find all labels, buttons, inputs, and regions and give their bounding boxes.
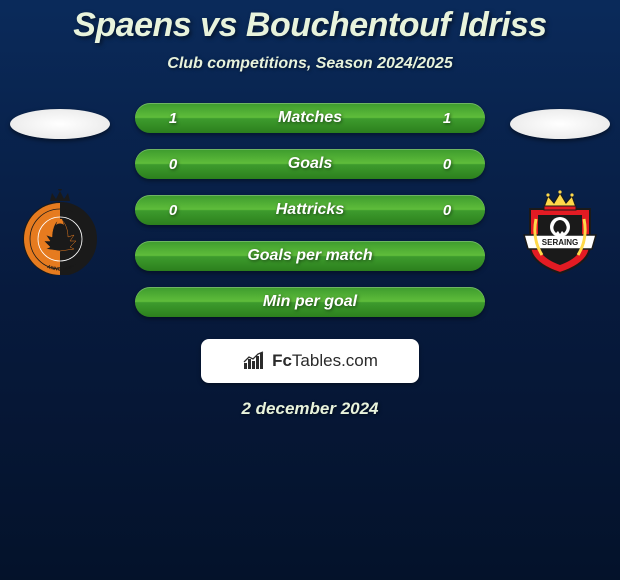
deinze-badge-icon: ANNO 1926 <box>10 189 110 275</box>
stat-row-matches: 1 Matches 1 <box>135 103 485 133</box>
svg-text:SERAING: SERAING <box>542 238 578 247</box>
left-club-badge: ANNO 1926 <box>10 189 110 275</box>
brand-logo: FcTables.com <box>242 351 378 371</box>
stat-left-value: 0 <box>153 156 193 173</box>
left-player-column: ANNO 1926 <box>0 103 120 275</box>
stat-right-value: 0 <box>427 202 467 219</box>
date-line: 2 december 2024 <box>0 399 620 419</box>
brand-prefix: Fc <box>272 351 292 370</box>
stat-label: Goals <box>193 155 427 173</box>
stat-label: Matches <box>193 109 427 127</box>
left-player-photo-placeholder <box>10 109 110 139</box>
brand-box[interactable]: FcTables.com <box>201 339 419 383</box>
stat-label: Hattricks <box>193 201 427 219</box>
stat-right-value: 1 <box>427 110 467 127</box>
stats-table: 1 Matches 1 0 Goals 0 0 Hattricks 0 Goal… <box>135 103 485 317</box>
stat-row-min-per-goal: Min per goal <box>135 287 485 317</box>
page-subtitle: Club competitions, Season 2024/2025 <box>0 55 620 73</box>
stat-row-goals-per-match: Goals per match <box>135 241 485 271</box>
stat-label: Min per goal <box>193 293 427 311</box>
brand-suffix: Tables.com <box>292 351 378 370</box>
right-player-photo-placeholder <box>510 109 610 139</box>
seraing-badge-icon: SERAING <box>510 189 610 275</box>
page-title: Spaens vs Bouchentouf Idriss <box>0 6 620 45</box>
stat-left-value: 1 <box>153 110 193 127</box>
stat-right-value: 0 <box>427 156 467 173</box>
stat-row-hattricks: 0 Hattricks 0 <box>135 195 485 225</box>
right-player-column: SERAING <box>500 103 620 275</box>
right-club-badge: SERAING <box>510 189 610 275</box>
comparison-area: ANNO 1926 SERAING <box>0 103 620 419</box>
stat-left-value: 0 <box>153 202 193 219</box>
stat-label: Goals per match <box>193 247 427 265</box>
stat-row-goals: 0 Goals 0 <box>135 149 485 179</box>
bars-icon <box>242 351 268 371</box>
